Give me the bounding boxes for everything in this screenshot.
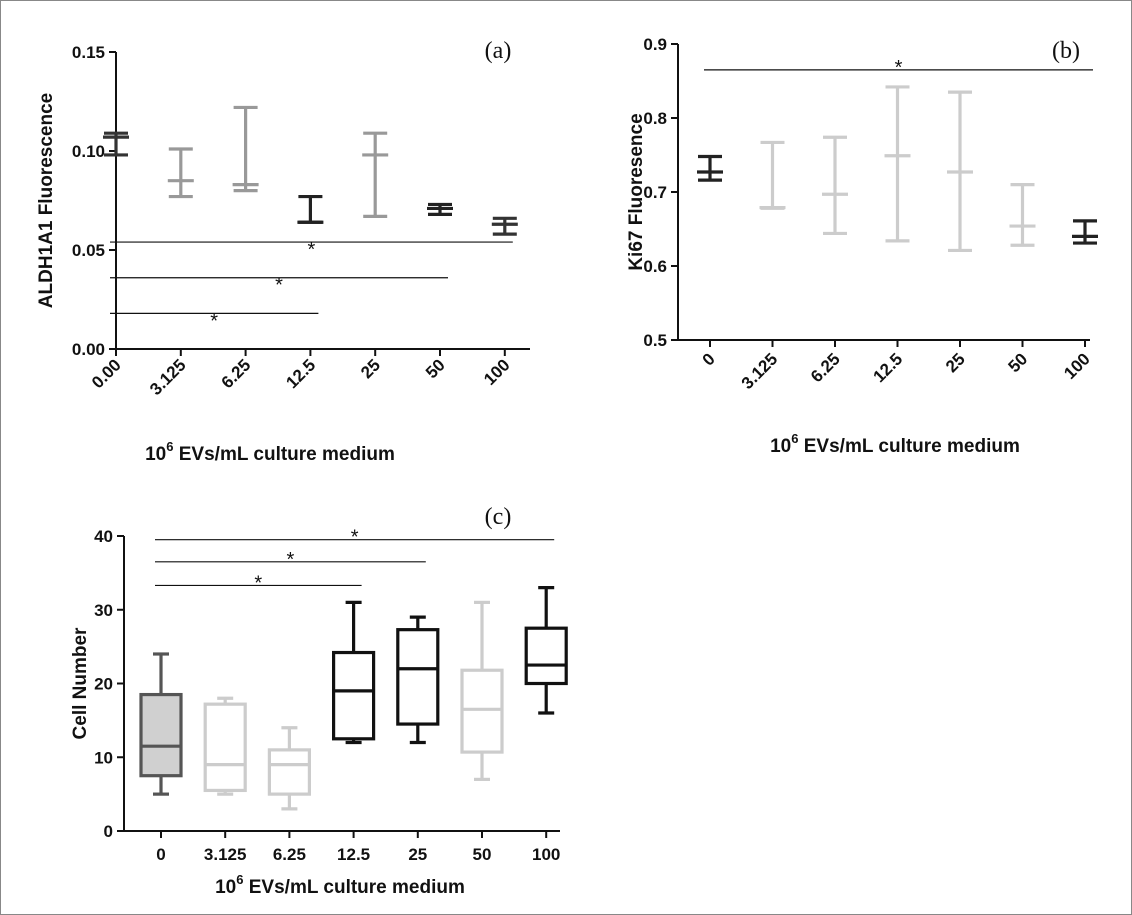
significance-star: * [287,549,295,571]
box-2 [232,105,259,193]
y-tick-label: 0.8 [643,109,667,128]
x-tick-label: 50 [422,355,449,382]
box-2 [822,135,848,236]
y-tick-label: 0.00 [72,340,105,359]
panel-label: (a) [485,38,512,64]
y-axis-label: Cell Number [70,627,91,740]
box-body [267,748,311,796]
box-2 [267,726,311,811]
x-axis-label-text: EVs/mL culture medium [173,444,394,465]
box-5 [1009,183,1036,247]
box-body [203,702,247,793]
x-tick-label: 50 [473,845,492,864]
x-tick-label: 6.25 [218,355,255,392]
significance-star: * [210,310,218,332]
x-axis-label-superscript: 6 [236,872,243,887]
box-3 [884,85,911,243]
y-tick-label: 0.6 [643,257,667,276]
box-3 [297,194,324,224]
x-tick-label: 25 [408,845,427,864]
x-tick-label: 0 [156,845,165,864]
x-tick-label: 3.125 [204,845,247,864]
y-axis-label: ALDH1A1 Fluorescence [36,93,57,308]
box-body [332,650,376,741]
box-3 [332,600,376,745]
y-tick-label: 40 [94,527,113,546]
x-axis-label-base: 10 [145,444,166,465]
x-tick-label: 50 [1005,349,1032,376]
x-tick-label: 25 [357,355,384,382]
box-4 [947,90,973,253]
box-0 [697,154,723,182]
x-tick-label: 6.25 [273,845,306,864]
significance-star: * [254,572,262,594]
x-axis-label: 106 EVs/mL culture medium [770,431,1020,457]
box-0 [139,652,183,796]
y-axis-label: Ki67 Fluoresence [626,113,647,270]
y-tick-label: 0.10 [72,142,105,161]
y-tick-label: 0 [104,822,113,841]
x-axis-label-superscript: 6 [166,439,173,454]
x-axis-label-base: 10 [770,436,791,457]
box-1 [203,696,247,796]
x-axis-label: 106 EVs/mL culture medium [215,872,465,898]
panel-label: (c) [485,504,512,530]
x-tick-label: 0 [699,349,719,369]
x-tick-label: 100 [532,845,560,864]
y-tick-label: 20 [94,675,113,694]
box-6 [1072,219,1098,245]
box-5 [460,600,504,781]
x-tick-label: 0.00 [88,355,125,392]
box-body [396,628,440,726]
chart-panel-a: 0.00 0.05 0.10 0.15 0.00 3.125 6.25 12.5 25 50 100… [36,38,530,465]
significance-star: * [275,275,283,297]
x-tick-label: 12.5 [282,355,319,392]
x-axis-label-superscript: 6 [791,431,798,446]
significance-star: * [351,527,359,549]
x-axis-label-base: 10 [215,877,236,898]
x-tick-label: 12.5 [337,845,370,864]
box-4 [396,615,440,745]
x-tick-label: 3.125 [738,349,782,393]
x-axis-label: 106 EVs/mL culture medium [145,439,395,465]
x-tick-label: 100 [1060,349,1093,382]
box-0 [103,131,129,157]
box-1 [759,140,786,210]
chart-panel-c: 0 10 20 30 40 0 3.125 6.25 12.5 25 50 100 Cell Numbe… [70,504,568,898]
box-6 [524,586,568,715]
y-tick-label: 0.15 [72,43,105,62]
box-5 [427,202,453,216]
box-body [524,626,568,686]
x-tick-label: 100 [480,355,513,388]
x-axis-label-text: EVs/mL culture medium [798,436,1019,457]
x-tick-label: 25 [942,349,969,376]
box-1 [167,147,194,199]
y-tick-label: 10 [94,748,113,767]
y-tick-label: 0.9 [643,35,667,54]
box-4 [362,131,389,218]
x-tick-label: 12.5 [869,349,906,386]
box-body [460,668,504,754]
box-body [139,692,183,778]
significance-star: * [895,57,903,79]
y-tick-label: 0.7 [643,183,667,202]
x-tick-label: 6.25 [807,349,844,386]
y-tick-label: 0.05 [72,241,105,260]
x-tick-label: 3.125 [146,355,190,399]
significance-star: * [308,239,316,261]
y-tick-label: 0.5 [643,331,667,350]
panel-label: (b) [1052,38,1080,64]
y-tick-label: 30 [94,601,113,620]
x-axis-label-text: EVs/mL culture medium [243,877,464,898]
chart-panel-b: 0.5 0.6 0.7 0.8 0.9 0 3.125 6.25 12.5 25 50 100 Ki67… [626,35,1098,457]
box-6 [491,216,518,236]
